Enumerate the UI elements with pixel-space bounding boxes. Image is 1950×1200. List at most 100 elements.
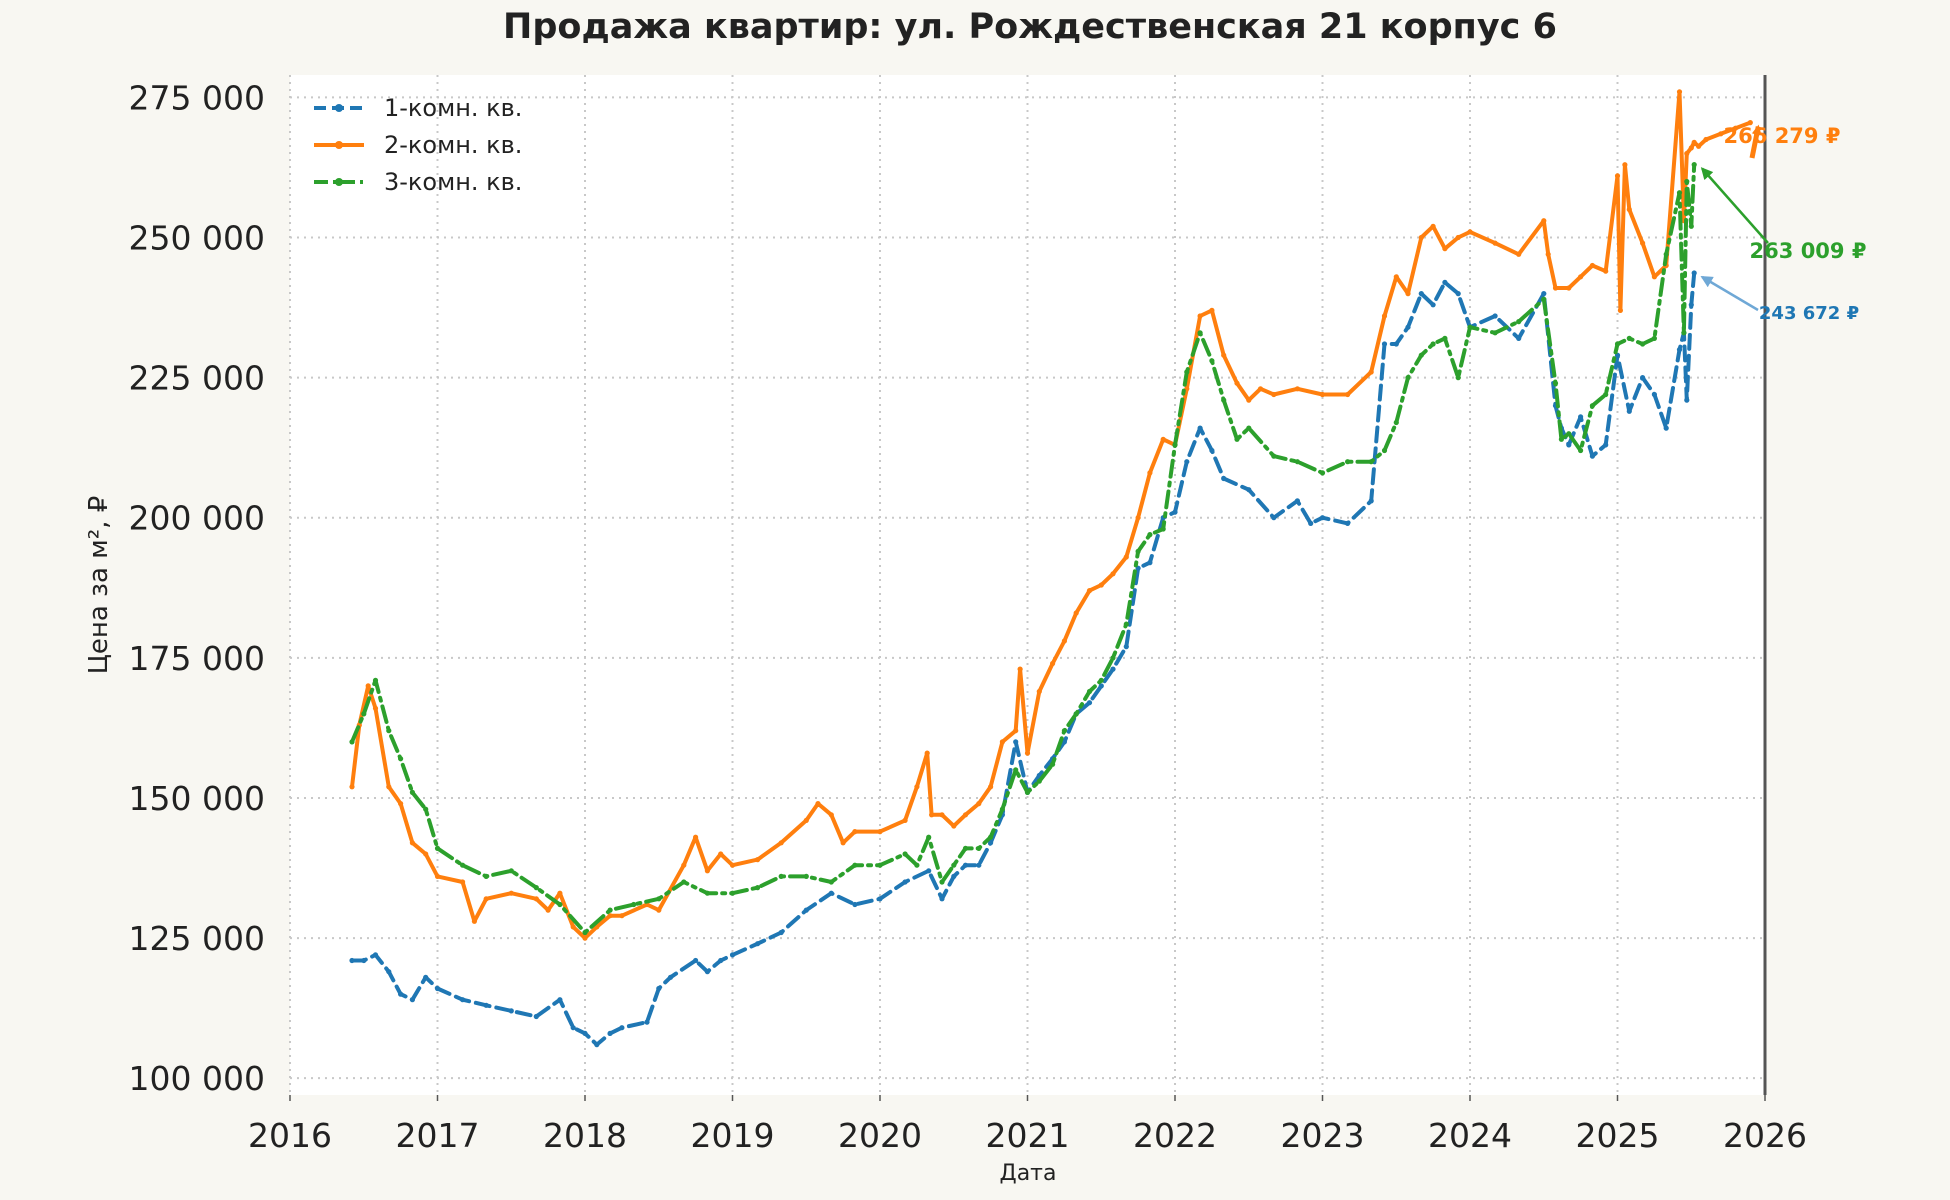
data-point [533,885,539,891]
data-point [1492,330,1498,336]
data-point [656,907,662,913]
data-point [1073,610,1079,616]
data-point [1691,139,1697,145]
data-point [1221,397,1227,403]
data-point [1098,582,1104,588]
data-point [962,845,969,852]
y-tick-label: 100 000 [129,1059,265,1098]
data-point [1147,560,1153,566]
data-point [667,974,674,980]
data-point [1589,453,1595,459]
data-point [999,739,1006,745]
data-point [962,862,969,868]
data-point [1566,431,1572,437]
data-point [1651,335,1657,341]
data-point [386,784,392,790]
data-point [778,840,784,846]
data-point [1110,666,1116,672]
data-point [1017,666,1023,672]
data-point [1651,391,1657,398]
data-point [582,1030,588,1036]
data-point [1160,526,1166,532]
x-tick-label: 2025 [1576,1116,1660,1155]
data-point [704,969,711,975]
data-point [631,901,637,908]
data-point [1209,358,1215,364]
data-point [1732,125,1739,131]
data-point [976,801,982,807]
data-point [1684,397,1690,403]
x-tick-label: 2022 [1133,1116,1217,1155]
annotation-label: 263 009 ₽ [1750,239,1867,263]
data-point [644,1019,650,1025]
data-point [1651,274,1657,280]
x-tick-label: 2020 [838,1116,922,1155]
data-point [1024,789,1031,796]
data-point [1319,391,1326,398]
data-point [423,974,429,980]
data-point [1676,190,1683,196]
data-point [1703,136,1709,143]
data-point [1308,520,1314,527]
data-point [1393,274,1399,280]
data-point [508,890,514,896]
data-point [1345,391,1351,398]
data-point [755,885,761,891]
data-point [1013,739,1019,745]
data-point [803,873,809,880]
annotation-arrow [1700,275,1759,312]
data-point [1430,302,1436,308]
data-point [1691,270,1697,276]
data-point [1368,498,1374,504]
data-point [1234,380,1240,386]
data-point [1455,234,1461,241]
data-point [1626,408,1632,414]
data-point [1552,380,1559,386]
data-point [1050,660,1056,667]
data-point [570,1025,576,1031]
data-point [1492,240,1498,246]
data-point [1688,223,1694,229]
data-point [1640,375,1646,381]
data-point [1684,150,1690,157]
data-point [1578,274,1584,280]
data-point [1603,268,1609,274]
data-point [1024,750,1031,756]
data-point [1589,262,1595,269]
data-point [409,840,415,846]
data-point [1098,677,1104,683]
data-point [1578,447,1584,454]
chart-title: Продажа квартир: ул. Рождественская 21 к… [503,7,1557,47]
data-point [902,879,908,885]
data-point [1294,498,1300,504]
x-tick-label: 2018 [543,1116,627,1155]
data-point [1123,621,1129,627]
data-point [1566,442,1572,448]
data-point [951,873,957,880]
data-point [988,840,994,846]
data-point [1086,588,1093,594]
data-point [729,890,736,896]
data-point [877,896,883,902]
data-point [483,1002,489,1008]
data-point [1684,178,1690,185]
data-point [840,840,846,846]
data-point [988,784,994,790]
data-point [1393,341,1399,347]
data-point [409,997,415,1003]
data-point [1578,414,1584,420]
data-point [1418,352,1424,358]
data-point [1036,778,1042,784]
data-point [1640,240,1646,246]
data-point [619,1025,625,1031]
data-point [1221,352,1227,358]
data-point [778,873,784,880]
data-point [1381,341,1388,347]
data-point [1271,453,1277,459]
data-point [1271,515,1277,521]
data-point [924,750,930,756]
data-point [1405,291,1411,297]
data-point [755,941,761,947]
data-point [365,683,371,689]
